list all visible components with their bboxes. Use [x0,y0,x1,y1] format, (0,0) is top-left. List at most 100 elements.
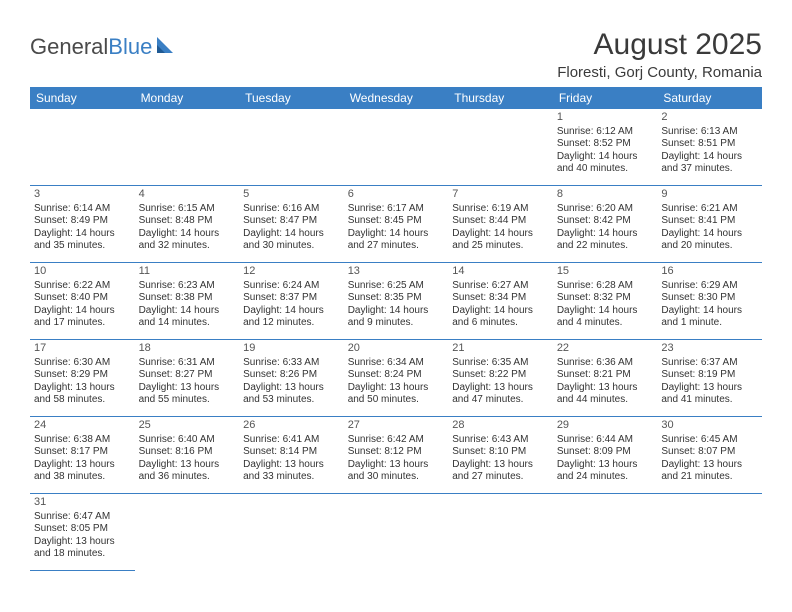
daylight-text: Daylight: 14 hours and 1 minute. [661,305,758,330]
sunrise-text: Sunrise: 6:45 AM [661,434,758,447]
sunrise-text: Sunrise: 6:30 AM [34,357,131,370]
calendar-page: GeneralBlue August 2025 Floresti, Gorj C… [0,0,792,591]
dayheader-fri: Friday [553,87,658,109]
sunrise-text: Sunrise: 6:44 AM [557,434,654,447]
sunset-text: Sunset: 8:47 PM [243,215,340,228]
day-number: 13 [348,265,445,279]
sunrise-text: Sunrise: 6:27 AM [452,280,549,293]
day-number: 27 [348,419,445,433]
sunrise-text: Sunrise: 6:24 AM [243,280,340,293]
sunrise-text: Sunrise: 6:43 AM [452,434,549,447]
brand-part1: General [30,34,108,60]
sunrise-text: Sunrise: 6:13 AM [661,126,758,139]
day-number: 8 [557,188,654,202]
day-number: 24 [34,419,131,433]
day-number: 12 [243,265,340,279]
daylight-text: Daylight: 13 hours and 24 minutes. [557,459,654,484]
day-cell: 18Sunrise: 6:31 AMSunset: 8:27 PMDayligh… [135,340,240,417]
sunrise-text: Sunrise: 6:40 AM [139,434,236,447]
sunset-text: Sunset: 8:12 PM [348,446,445,459]
calendar-body: 1Sunrise: 6:12 AMSunset: 8:52 PMDaylight… [30,109,762,571]
week-row: 31Sunrise: 6:47 AMSunset: 8:05 PMDayligh… [30,494,762,571]
location-text: Floresti, Gorj County, Romania [557,64,762,81]
daylight-text: Daylight: 13 hours and 27 minutes. [452,459,549,484]
day-number: 18 [139,342,236,356]
calendar-table: Sunday Monday Tuesday Wednesday Thursday… [30,87,762,571]
day-cell [657,494,762,571]
daylight-text: Daylight: 14 hours and 14 minutes. [139,305,236,330]
sunrise-text: Sunrise: 6:37 AM [661,357,758,370]
day-number: 9 [661,188,758,202]
daylight-text: Daylight: 14 hours and 4 minutes. [557,305,654,330]
sunset-text: Sunset: 8:27 PM [139,369,236,382]
day-cell: 5Sunrise: 6:16 AMSunset: 8:47 PMDaylight… [239,186,344,263]
sunrise-text: Sunrise: 6:25 AM [348,280,445,293]
title-block: August 2025 Floresti, Gorj County, Roman… [557,28,762,81]
day-cell [135,109,240,186]
day-number: 2 [661,111,758,125]
daylight-text: Daylight: 13 hours and 41 minutes. [661,382,758,407]
day-number: 28 [452,419,549,433]
day-header-row: Sunday Monday Tuesday Wednesday Thursday… [30,87,762,109]
day-number: 31 [34,496,131,510]
day-cell [344,494,449,571]
day-number: 22 [557,342,654,356]
day-cell [30,109,135,186]
day-cell [135,494,240,571]
week-row: 24Sunrise: 6:38 AMSunset: 8:17 PMDayligh… [30,417,762,494]
dayheader-sun: Sunday [30,87,135,109]
day-cell: 25Sunrise: 6:40 AMSunset: 8:16 PMDayligh… [135,417,240,494]
day-number: 6 [348,188,445,202]
sunset-text: Sunset: 8:05 PM [34,523,131,536]
sunset-text: Sunset: 8:48 PM [139,215,236,228]
sunset-text: Sunset: 8:38 PM [139,292,236,305]
week-row: 3Sunrise: 6:14 AMSunset: 8:49 PMDaylight… [30,186,762,263]
daylight-text: Daylight: 13 hours and 44 minutes. [557,382,654,407]
daylight-text: Daylight: 14 hours and 20 minutes. [661,228,758,253]
day-cell: 4Sunrise: 6:15 AMSunset: 8:48 PMDaylight… [135,186,240,263]
daylight-text: Daylight: 14 hours and 9 minutes. [348,305,445,330]
sunrise-text: Sunrise: 6:23 AM [139,280,236,293]
sunrise-text: Sunrise: 6:31 AM [139,357,236,370]
day-cell: 17Sunrise: 6:30 AMSunset: 8:29 PMDayligh… [30,340,135,417]
daylight-text: Daylight: 13 hours and 55 minutes. [139,382,236,407]
sunrise-text: Sunrise: 6:21 AM [661,203,758,216]
sunset-text: Sunset: 8:42 PM [557,215,654,228]
day-cell: 22Sunrise: 6:36 AMSunset: 8:21 PMDayligh… [553,340,658,417]
week-row: 1Sunrise: 6:12 AMSunset: 8:52 PMDaylight… [30,109,762,186]
day-number: 16 [661,265,758,279]
day-cell: 29Sunrise: 6:44 AMSunset: 8:09 PMDayligh… [553,417,658,494]
day-cell: 16Sunrise: 6:29 AMSunset: 8:30 PMDayligh… [657,263,762,340]
day-cell: 15Sunrise: 6:28 AMSunset: 8:32 PMDayligh… [553,263,658,340]
day-cell: 3Sunrise: 6:14 AMSunset: 8:49 PMDaylight… [30,186,135,263]
day-cell [553,494,658,571]
month-title: August 2025 [557,28,762,62]
day-cell: 1Sunrise: 6:12 AMSunset: 8:52 PMDaylight… [553,109,658,186]
brand-logo: GeneralBlue [30,28,179,60]
sunset-text: Sunset: 8:16 PM [139,446,236,459]
sunrise-text: Sunrise: 6:38 AM [34,434,131,447]
sunset-text: Sunset: 8:49 PM [34,215,131,228]
daylight-text: Daylight: 13 hours and 33 minutes. [243,459,340,484]
day-cell: 7Sunrise: 6:19 AMSunset: 8:44 PMDaylight… [448,186,553,263]
daylight-text: Daylight: 14 hours and 35 minutes. [34,228,131,253]
day-cell: 31Sunrise: 6:47 AMSunset: 8:05 PMDayligh… [30,494,135,571]
day-number: 17 [34,342,131,356]
day-cell: 8Sunrise: 6:20 AMSunset: 8:42 PMDaylight… [553,186,658,263]
sunrise-text: Sunrise: 6:33 AM [243,357,340,370]
day-cell: 2Sunrise: 6:13 AMSunset: 8:51 PMDaylight… [657,109,762,186]
day-cell: 23Sunrise: 6:37 AMSunset: 8:19 PMDayligh… [657,340,762,417]
day-cell: 10Sunrise: 6:22 AMSunset: 8:40 PMDayligh… [30,263,135,340]
day-cell: 12Sunrise: 6:24 AMSunset: 8:37 PMDayligh… [239,263,344,340]
daylight-text: Daylight: 14 hours and 40 minutes. [557,151,654,176]
daylight-text: Daylight: 13 hours and 36 minutes. [139,459,236,484]
sail-icon [155,35,179,55]
day-number: 21 [452,342,549,356]
sunrise-text: Sunrise: 6:20 AM [557,203,654,216]
daylight-text: Daylight: 14 hours and 22 minutes. [557,228,654,253]
day-cell [239,494,344,571]
daylight-text: Daylight: 13 hours and 21 minutes. [661,459,758,484]
daylight-text: Daylight: 14 hours and 27 minutes. [348,228,445,253]
sunset-text: Sunset: 8:40 PM [34,292,131,305]
sunrise-text: Sunrise: 6:42 AM [348,434,445,447]
